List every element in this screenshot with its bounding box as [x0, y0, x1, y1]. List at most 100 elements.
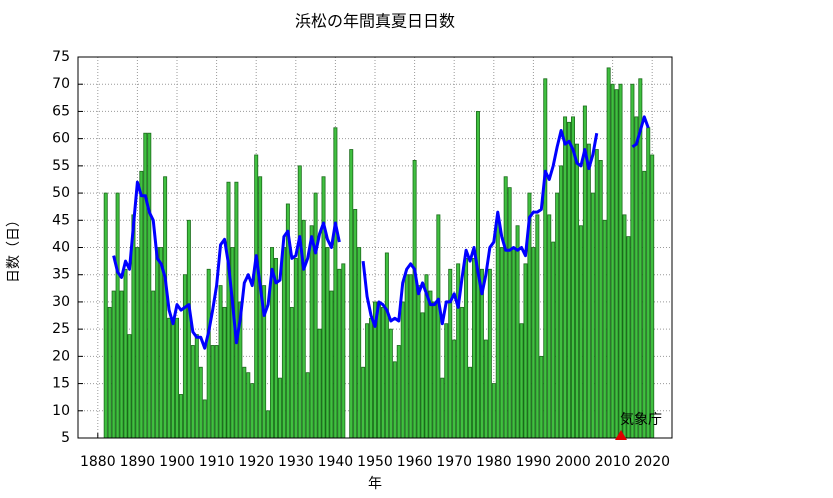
bar — [468, 366, 473, 439]
bar — [563, 116, 568, 439]
bar — [396, 345, 401, 439]
bar — [578, 225, 583, 439]
bar — [420, 312, 425, 439]
x-tick-label: 1940 — [318, 454, 354, 470]
bar — [555, 192, 560, 439]
bar — [218, 285, 223, 439]
bar — [436, 214, 441, 439]
bar — [472, 257, 476, 439]
bar — [590, 192, 595, 439]
bar — [361, 366, 366, 439]
bar — [222, 306, 227, 439]
bar — [610, 83, 615, 439]
y-tick-label: 75 — [52, 49, 70, 65]
bar — [230, 247, 235, 439]
x-tick-label: 2020 — [634, 454, 670, 470]
bar — [349, 149, 354, 439]
bar — [333, 127, 338, 439]
x-tick-label: 1930 — [278, 454, 314, 470]
bar — [630, 83, 635, 439]
bar — [167, 317, 172, 439]
bar — [143, 132, 148, 439]
x-tick-label: 1980 — [476, 454, 512, 470]
bar — [404, 274, 409, 439]
bar — [274, 257, 278, 439]
bar — [483, 339, 488, 439]
bar — [428, 290, 433, 439]
bar — [341, 263, 346, 439]
bar — [321, 176, 326, 439]
bar — [111, 290, 116, 439]
bar — [214, 345, 219, 439]
y-tick-label: 55 — [52, 158, 70, 174]
y-tick-label: 35 — [52, 267, 70, 283]
x-tick-label: 1960 — [397, 454, 433, 470]
bar — [412, 160, 417, 439]
y-tick-label: 40 — [52, 240, 70, 256]
bar — [186, 219, 191, 439]
bar — [507, 187, 512, 439]
y-tick-label: 45 — [52, 212, 70, 228]
bar — [317, 328, 322, 439]
bar — [392, 361, 397, 439]
bar — [123, 268, 128, 439]
bar — [487, 268, 492, 439]
bar — [571, 116, 575, 439]
bar — [103, 192, 108, 439]
plot-frame — [77, 56, 673, 439]
y-tick-label: 25 — [52, 321, 70, 337]
moving-average-line — [112, 115, 650, 350]
x-tick-label: 1880 — [80, 454, 116, 470]
bar — [408, 274, 413, 439]
bar — [606, 67, 611, 439]
annotation: 気象庁 — [620, 412, 662, 428]
bar — [602, 219, 607, 439]
bar — [567, 121, 572, 439]
bar — [226, 181, 231, 439]
bar — [499, 247, 504, 439]
bar — [210, 345, 215, 439]
bar — [293, 257, 298, 439]
bar — [452, 339, 457, 439]
bar — [115, 192, 120, 439]
bar — [171, 317, 176, 439]
bar — [503, 176, 508, 439]
bar — [135, 247, 140, 439]
bar — [127, 334, 132, 439]
bar — [254, 154, 259, 439]
bar — [646, 127, 651, 439]
bar — [119, 290, 124, 439]
bar — [151, 290, 156, 439]
bar — [634, 116, 639, 439]
bar — [309, 225, 314, 439]
bar — [266, 410, 271, 439]
bar — [642, 170, 647, 439]
bar — [539, 355, 544, 439]
x-tick-label: 1950 — [357, 454, 393, 470]
bar — [107, 306, 112, 439]
x-tick-label: 2010 — [595, 454, 631, 470]
bar — [190, 345, 195, 439]
bar — [297, 165, 302, 439]
bar — [650, 154, 655, 439]
bar — [515, 225, 520, 439]
bar — [246, 372, 251, 439]
y-tick-label: 5 — [61, 430, 70, 446]
bar — [543, 78, 548, 439]
x-axis-label: 年 — [368, 476, 382, 492]
bar — [495, 219, 500, 439]
y-tick-label: 50 — [52, 185, 70, 201]
y-tick-label: 20 — [52, 348, 70, 364]
bar — [329, 290, 334, 439]
bar — [598, 160, 603, 439]
bar — [353, 208, 358, 439]
y-tick-label: 60 — [52, 131, 70, 147]
bar — [400, 301, 405, 439]
bar — [559, 165, 564, 439]
bar — [175, 317, 179, 439]
y-tick-label: 10 — [52, 403, 70, 419]
bar — [464, 257, 469, 439]
bar — [618, 83, 623, 439]
bar — [242, 366, 247, 439]
